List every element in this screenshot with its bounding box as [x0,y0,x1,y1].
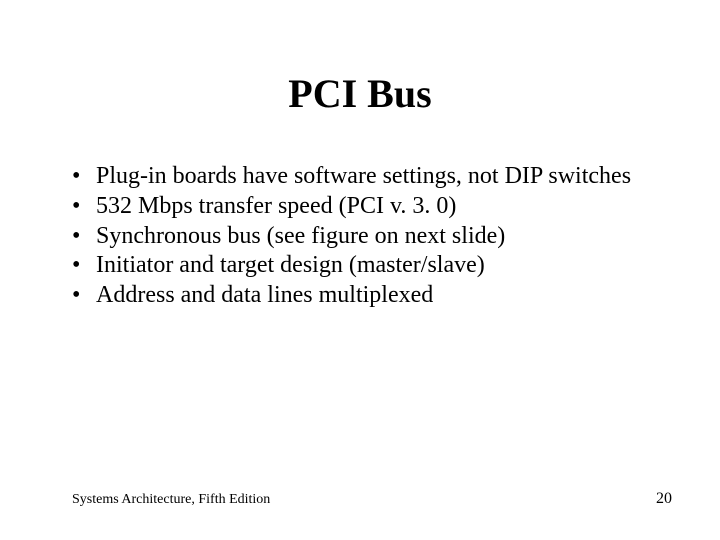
list-item: Address and data lines multiplexed [72,281,660,311]
page-number: 20 [656,490,672,508]
slide-body: Plug-in boards have software settings, n… [72,162,660,311]
list-item: Plug-in boards have software settings, n… [72,162,660,192]
footer-text: Systems Architecture, Fifth Edition [72,492,270,508]
slide-title: PCI Bus [0,70,720,117]
bullet-list: Plug-in boards have software settings, n… [72,162,660,311]
list-item: 532 Mbps transfer speed (PCI v. 3. 0) [72,192,660,222]
list-item: Initiator and target design (master/slav… [72,251,660,281]
slide: PCI Bus Plug-in boards have software set… [0,0,720,540]
list-item: Synchronous bus (see figure on next slid… [72,222,660,252]
